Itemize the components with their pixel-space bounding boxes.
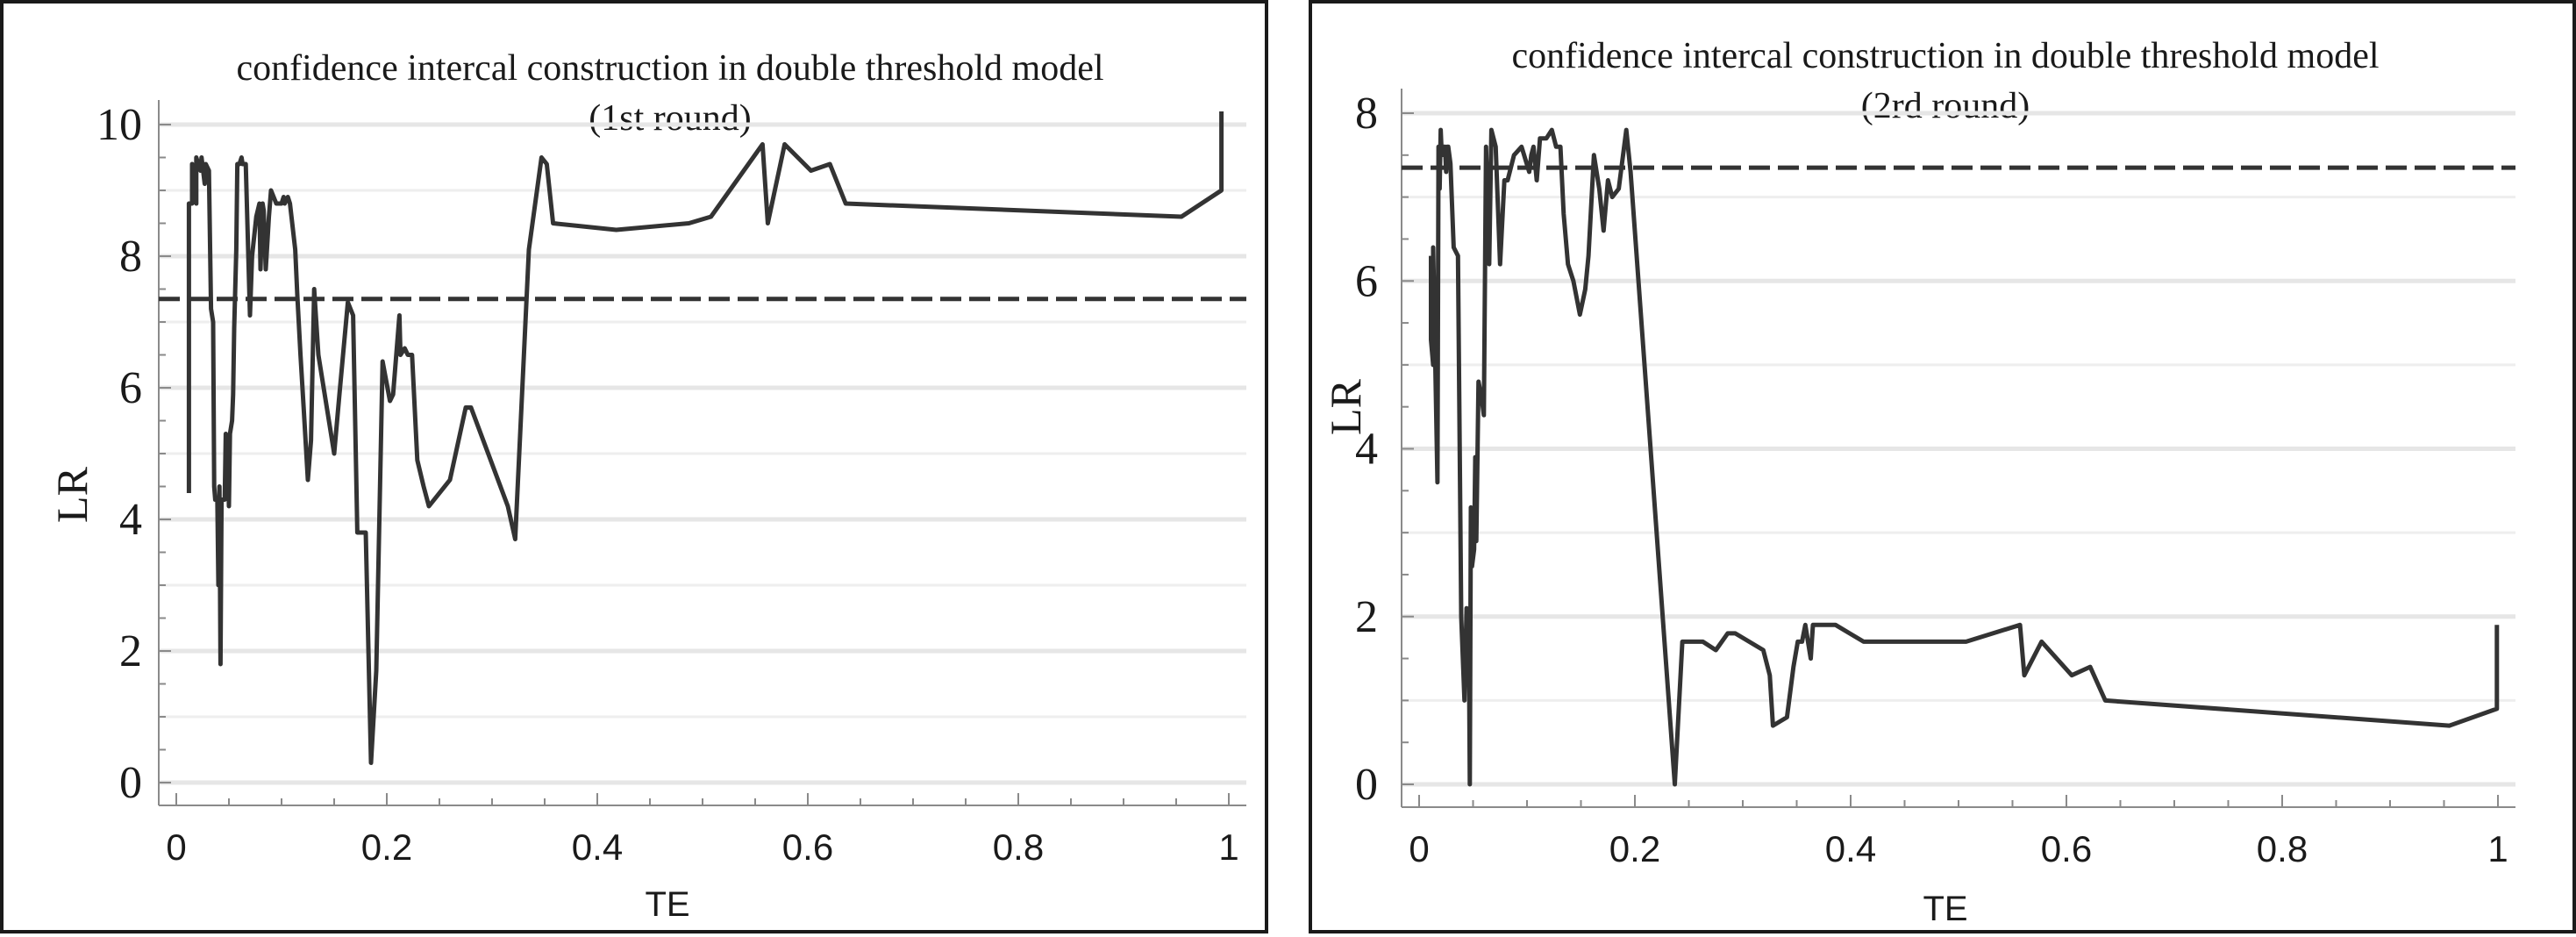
x-tick-label: 0.2 bbox=[1609, 828, 1660, 869]
x-tick-label: 0.8 bbox=[993, 826, 1044, 868]
x-tick-label: 0.4 bbox=[1825, 828, 1876, 869]
y-tick-label: 2 bbox=[1355, 592, 1378, 642]
x-axis-label: TE bbox=[645, 885, 689, 924]
x-tick-label: 1 bbox=[2487, 828, 2508, 869]
x-tick-label: 0.6 bbox=[782, 826, 833, 868]
y-tick-label: 10 bbox=[96, 100, 142, 150]
y-tick-label: 0 bbox=[1355, 760, 1378, 810]
x-tick-label: 1 bbox=[1218, 826, 1238, 868]
y-axis-label: LR bbox=[47, 466, 96, 523]
y-tick-label: 6 bbox=[119, 363, 142, 413]
chart-2nd-round: confidence intercal construction in doub… bbox=[1321, 36, 2515, 928]
y-axis-label: LR bbox=[1321, 378, 1370, 435]
lr-series-line bbox=[1429, 127, 2500, 787]
y-tick-label: 6 bbox=[1355, 256, 1378, 306]
x-tick-label: 0 bbox=[166, 826, 186, 868]
chart-panel-1st-round: confidence intercal construction in doub… bbox=[0, 0, 1268, 933]
y-tick-label: 2 bbox=[119, 626, 142, 676]
chart-panel-2nd-round: confidence intercal construction in doub… bbox=[1309, 0, 2576, 933]
x-tick-label: 0.4 bbox=[572, 826, 623, 868]
chart-1st-round: confidence intercal construction in doub… bbox=[47, 48, 1246, 924]
x-tick-label: 0 bbox=[1409, 828, 1429, 869]
y-tick-label: 8 bbox=[1355, 89, 1378, 139]
y-tick-label: 4 bbox=[1355, 425, 1378, 475]
chart-title: confidence intercal construction in doub… bbox=[1511, 36, 2379, 76]
y-tick-label: 8 bbox=[119, 232, 142, 282]
x-tick-label: 0.2 bbox=[361, 826, 412, 868]
y-tick-label: 0 bbox=[119, 758, 142, 808]
chart-subtitle: (2rd round) bbox=[1861, 86, 2030, 126]
lr-series-line bbox=[186, 111, 1224, 765]
chart-title: confidence intercal construction in doub… bbox=[236, 48, 1103, 89]
x-tick-label: 0.6 bbox=[2041, 828, 2092, 869]
x-tick-label: 0.8 bbox=[2257, 828, 2308, 869]
x-axis-label: TE bbox=[1923, 890, 1967, 928]
chart-subtitle: (1st round) bbox=[589, 98, 751, 139]
y-tick-label: 4 bbox=[119, 495, 142, 545]
